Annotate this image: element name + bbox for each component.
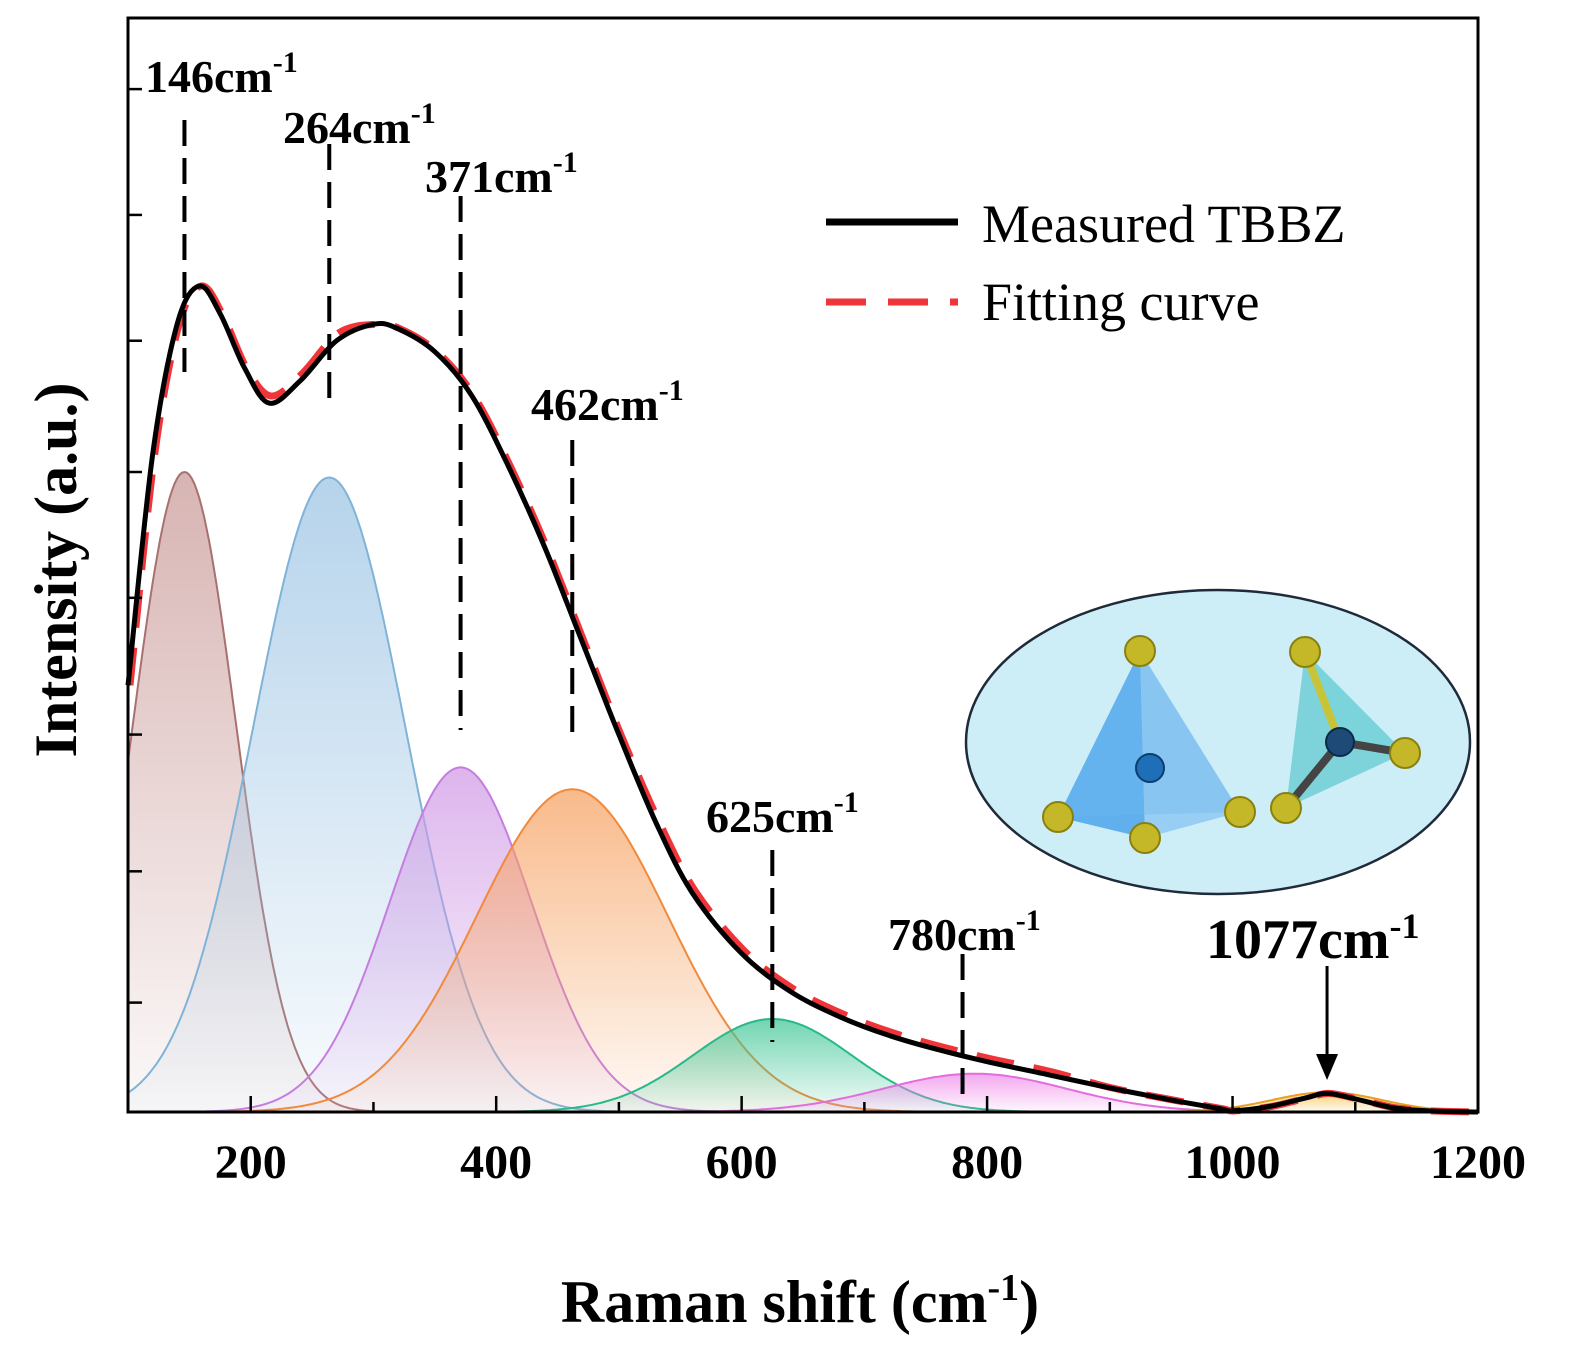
component-fill-264: [128, 477, 1478, 1112]
peak-label-625: 625cm-1: [706, 786, 859, 842]
x-tick-label-600: 600: [706, 1136, 778, 1189]
axis-ticks: 200 400 600 800 1000 1200: [128, 87, 1526, 1189]
peak-label-264: 264cm-1: [283, 97, 436, 153]
component-fill-462: [128, 789, 1478, 1112]
x-tick-label-1200: 1200: [1430, 1136, 1526, 1189]
y-axis-title: Intensity (a.u.): [23, 382, 89, 757]
x-tick-label-1000: 1000: [1185, 1136, 1281, 1189]
legend-measured-label: Measured TBBZ: [982, 194, 1345, 254]
curves: [125, 282, 1481, 1116]
x-tick-label-800: 800: [951, 1136, 1023, 1189]
peak-arrowhead-1077: [1316, 1054, 1339, 1080]
peak-label-780: 780cm-1: [888, 904, 1041, 960]
component-fill-625: [128, 1019, 1478, 1112]
plot-frame: [126, 16, 1480, 1114]
x-tick-label-400: 400: [460, 1136, 532, 1189]
peak-label-462: 462cm-1: [531, 374, 684, 430]
legend-fitting-label: Fitting curve: [982, 272, 1259, 332]
tetrahedron-molecule-icon: [964, 588, 1472, 896]
peak-label-1077: 1077cm-1: [1206, 906, 1420, 971]
peak-label-371: 371cm-1: [425, 146, 578, 202]
measured-curve-line: [125, 283, 1479, 1115]
peak-label-146: 146cm-1: [145, 46, 298, 102]
x-axis-title: Raman shift (cm-1): [561, 1267, 1039, 1335]
fit-components: [127, 470, 1478, 1113]
x-tick-label-200: 200: [215, 1136, 287, 1189]
legend: Measured TBBZ Fitting curve: [826, 194, 1345, 332]
